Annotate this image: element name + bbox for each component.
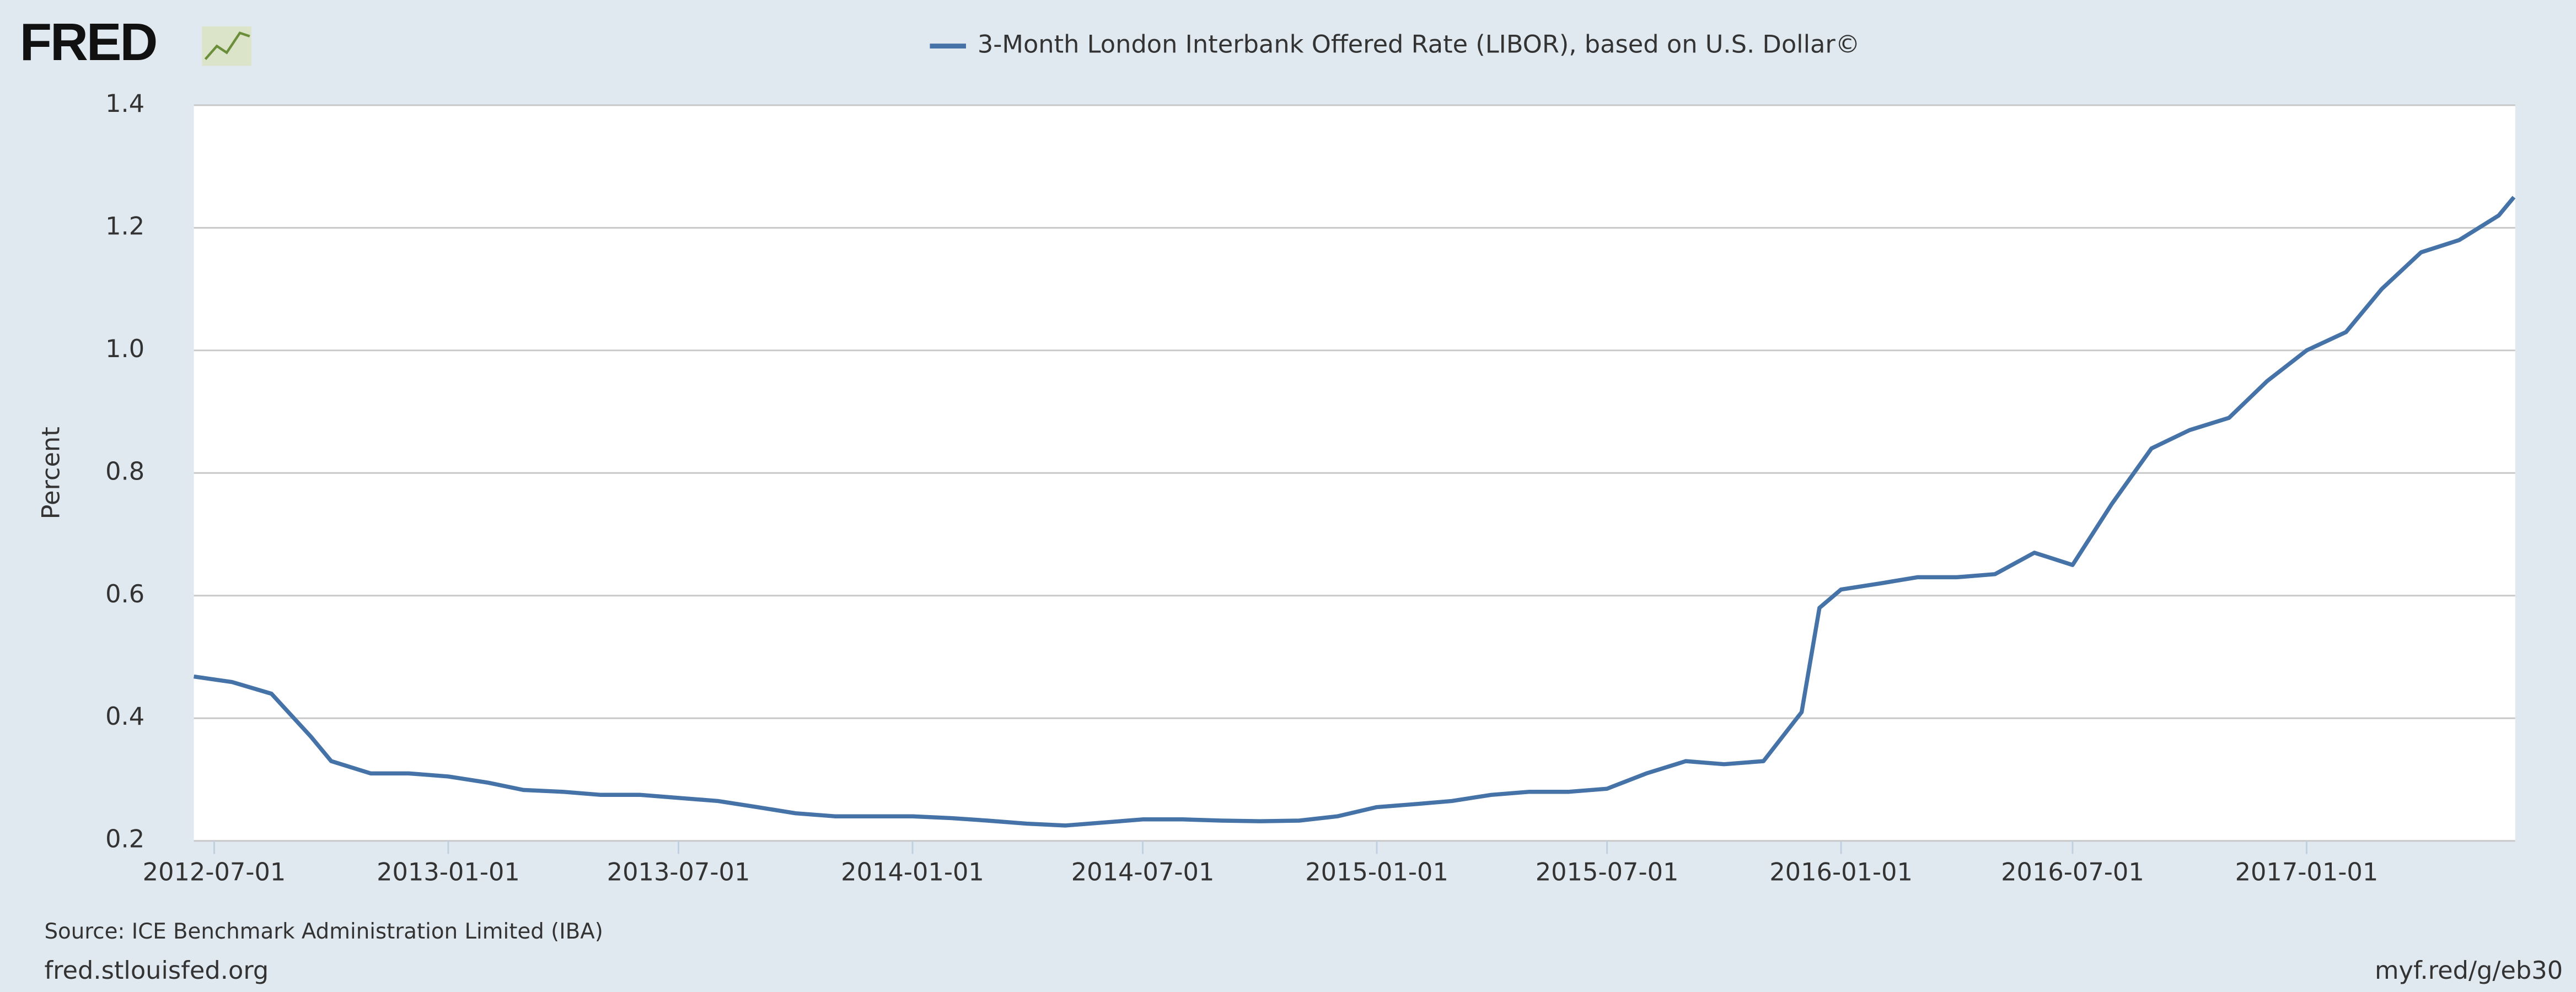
x-tick-label: 2015-01-01: [1305, 858, 1448, 886]
x-tick-label: 2016-01-01: [1769, 858, 1913, 886]
x-tick-label: 2015-07-01: [1536, 858, 1679, 886]
data-line: [194, 196, 2516, 828]
footer-left[interactable]: fred.stlouisfed.org: [44, 956, 269, 985]
y-tick-label: 1.4: [105, 89, 144, 118]
logo[interactable]: FRED: [20, 13, 158, 72]
y-tick-label: 0.4: [105, 702, 144, 731]
x-tick-label: 2013-01-01: [377, 858, 520, 886]
x-tick-label: 2012-07-01: [143, 858, 286, 886]
y-axis-title: Percent: [36, 427, 65, 519]
x-tick-label: 2013-07-01: [607, 858, 750, 886]
y-tick-label: 0.8: [105, 457, 144, 486]
logo-icon: [202, 26, 251, 66]
legend-label[interactable]: 3-Month London Interbank Offered Rate (L…: [978, 30, 1860, 59]
x-tick-label: 2017-01-01: [2235, 858, 2379, 886]
x-tick-label: 2014-07-01: [1071, 858, 1215, 886]
source: Source: ICE Benchmark Administration Lim…: [44, 919, 603, 944]
x-tick-label: 2016-07-01: [2001, 858, 2144, 886]
y-tick-label: 0.2: [105, 825, 144, 854]
x-tick-label: 2014-01-01: [841, 858, 984, 886]
y-tick-label: 1.0: [105, 335, 144, 363]
y-tick-label: 0.6: [105, 580, 144, 608]
footer-right[interactable]: myf.red/g/eb30: [2375, 956, 2563, 985]
y-tick-label: 1.2: [105, 212, 144, 240]
